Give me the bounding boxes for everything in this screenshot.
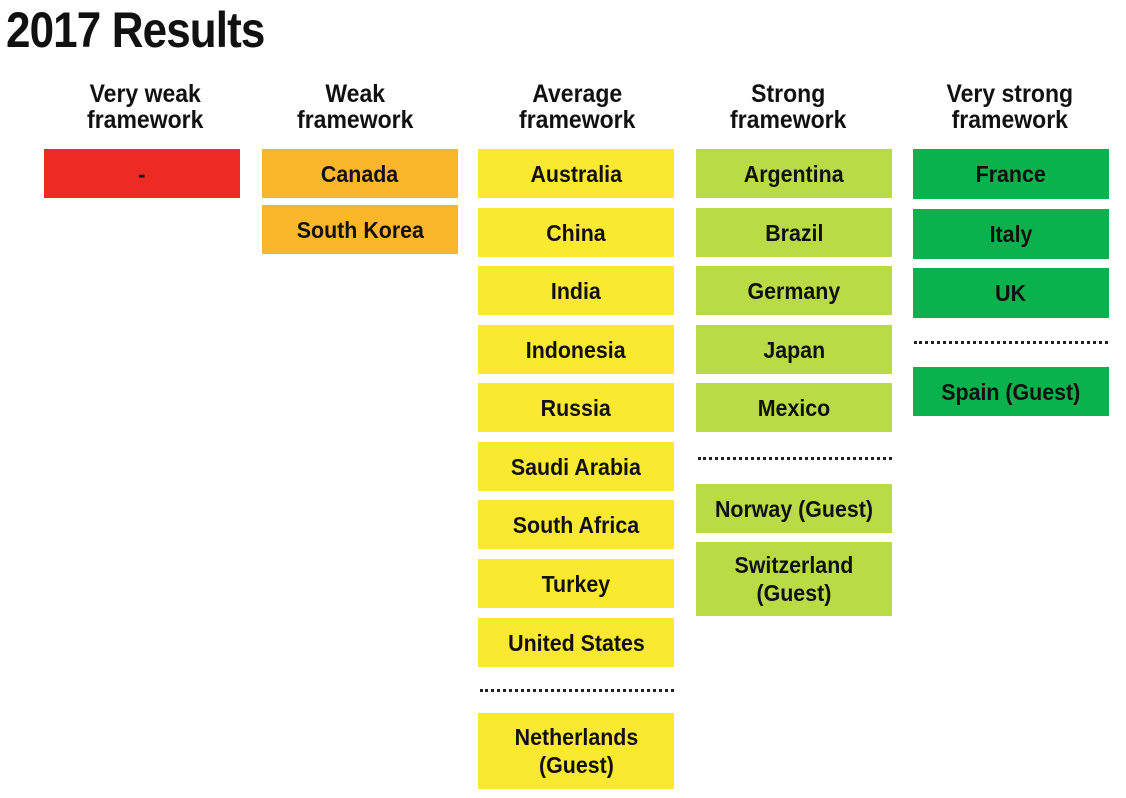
country-box: United States	[478, 618, 674, 667]
guest-country-box: Switzerland (Guest)	[696, 542, 892, 616]
country-box: Russia	[478, 383, 674, 432]
guest-country-box: Spain (Guest)	[913, 367, 1109, 416]
country-box: UK	[913, 268, 1109, 318]
guest-divider	[698, 457, 892, 460]
country-box: Italy	[913, 209, 1109, 259]
guest-divider	[480, 689, 674, 692]
country-box: Turkey	[478, 559, 674, 608]
guest-divider	[914, 341, 1108, 344]
country-box: Japan	[696, 325, 892, 374]
column-header-very-strong: Very strong framework	[946, 80, 1074, 134]
country-box: Saudi Arabia	[478, 442, 674, 491]
country-box: -	[44, 149, 240, 198]
guest-country-box: Netherlands (Guest)	[478, 713, 674, 789]
country-box: Canada	[262, 149, 458, 198]
country-box: China	[478, 208, 674, 257]
country-box: Indonesia	[478, 325, 674, 374]
column-header-strong: Strong framework	[729, 80, 847, 134]
country-box: Mexico	[696, 383, 892, 432]
country-box: France	[913, 149, 1109, 199]
column-header-weak: Weak framework	[296, 80, 414, 134]
country-box: South Korea	[262, 205, 458, 254]
country-box: Australia	[478, 149, 674, 198]
country-box: India	[478, 266, 674, 315]
page-title: 2017 Results	[6, 2, 265, 58]
column-header-average: Average framework	[518, 80, 636, 134]
country-box: Germany	[696, 266, 892, 315]
country-box: Brazil	[696, 208, 892, 257]
column-header-very-weak: Very weak framework	[86, 80, 204, 134]
country-box: Argentina	[696, 149, 892, 198]
guest-country-box: Norway (Guest)	[696, 484, 892, 533]
country-box: South Africa	[478, 500, 674, 549]
